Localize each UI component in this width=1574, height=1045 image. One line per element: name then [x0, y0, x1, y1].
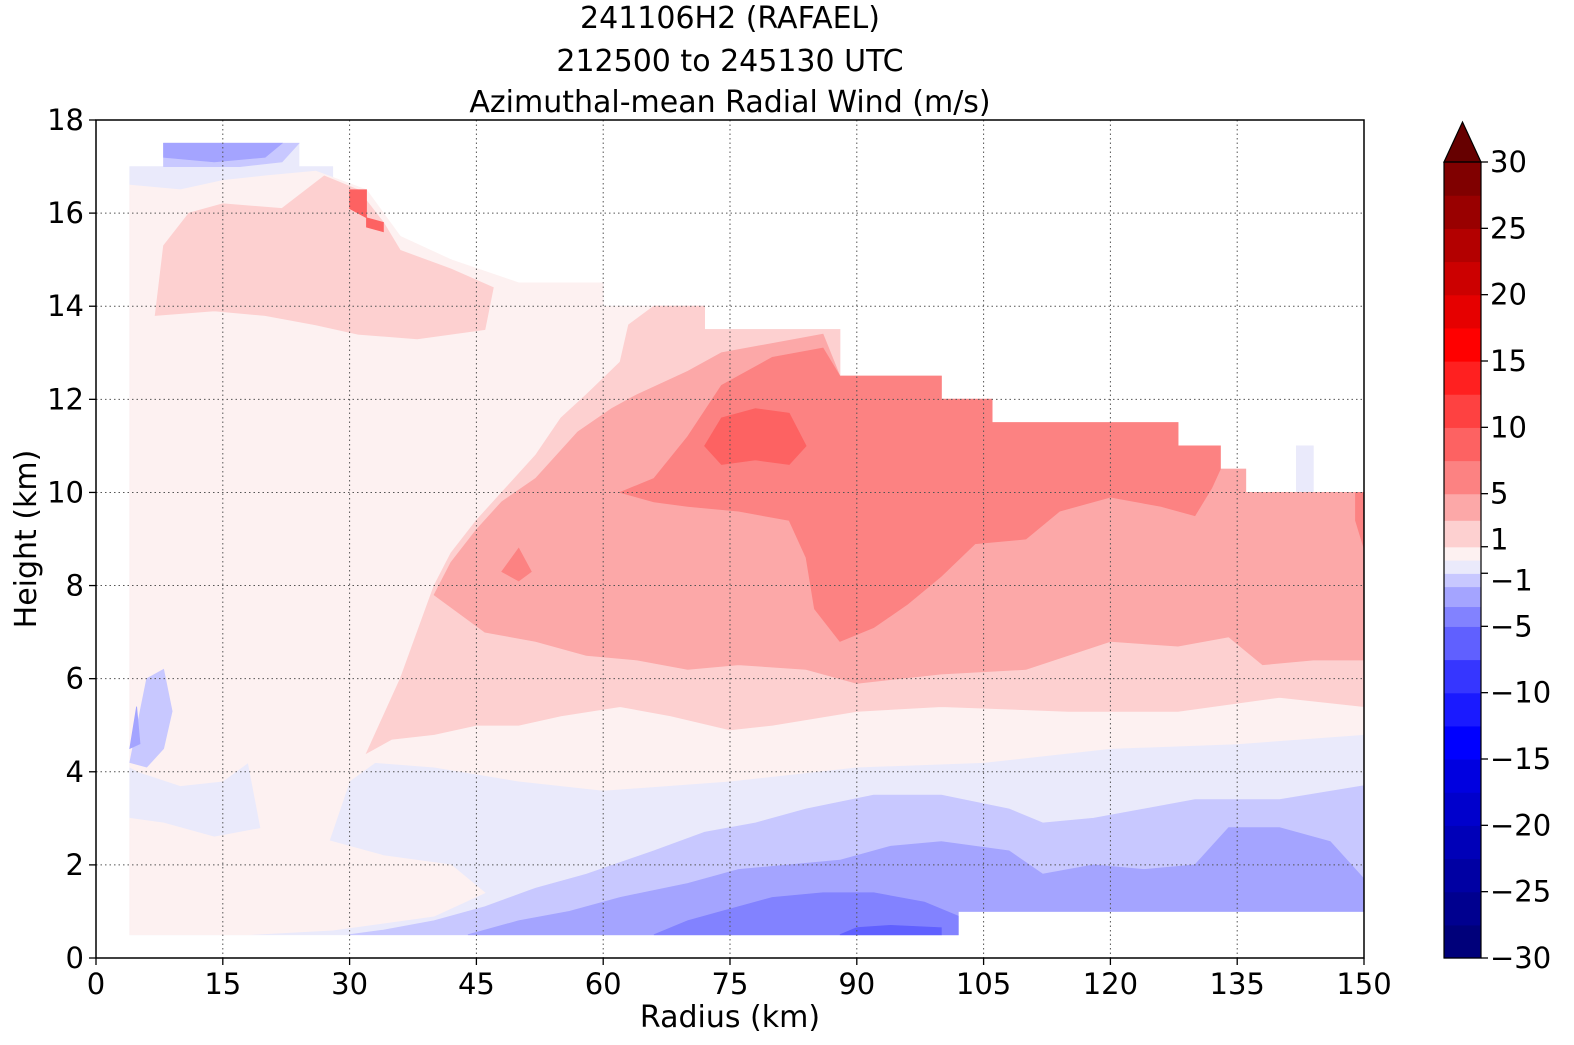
y-tick-label: 6	[66, 662, 84, 696]
x-tick-label: 150	[1336, 967, 1391, 1001]
contour-region-upper-outflow-1ms	[154, 175, 494, 340]
y-tick-label: 4	[66, 755, 84, 789]
colorbar-tick-label: −5	[1490, 609, 1533, 643]
colorbar-band	[1444, 924, 1481, 959]
colorbar-band	[1444, 759, 1481, 793]
colorbar-band	[1444, 294, 1481, 329]
colorbar-tick-label: 15	[1490, 344, 1527, 378]
colorbar-band	[1444, 725, 1481, 760]
colorbar-tick-label: 30	[1490, 145, 1527, 179]
y-tick-label: 12	[47, 382, 84, 416]
chart-title-line-3: Azimuthal-mean Radial Wind (m/s)	[469, 85, 991, 120]
x-tick-label: 90	[838, 967, 875, 1001]
colorbar-band	[1444, 586, 1481, 608]
contour-region-outflow-5ms-pocket	[501, 547, 532, 582]
y-tick-label: 0	[66, 941, 84, 975]
colorbar-tick-label: −10	[1490, 676, 1551, 710]
colorbar-band	[1444, 228, 1481, 263]
colorbar-band	[1444, 460, 1481, 495]
chart-title-line-2: 212500 to 245130 UTC	[556, 44, 904, 79]
colorbar-band	[1444, 493, 1481, 521]
x-tick-label: 135	[1210, 967, 1265, 1001]
chart-title-line-1: 241106H2 (RAFAEL)	[580, 1, 880, 36]
colorbar-tick-label: 10	[1490, 410, 1527, 444]
contour-region-low-level-inflow-5ms	[653, 892, 959, 936]
colorbar-tick-label: −1	[1490, 563, 1533, 597]
colorbar-band	[1444, 858, 1481, 893]
y-tick-label: 2	[66, 848, 84, 882]
axes: 0 15 30 45 60 75 90 105 120 135 150 0 2 4 6 8 10 12 14 16 18	[47, 103, 1392, 1001]
x-tick-label: 0	[87, 967, 105, 1001]
y-tick-label: 10	[47, 475, 84, 509]
colorbar-band	[1444, 327, 1481, 362]
colorbar-band	[1444, 825, 1481, 860]
contour-region-eye-inflow-core	[129, 706, 141, 750]
colorbar-tick-label: 1	[1490, 523, 1508, 557]
colorbar-tick-label: −25	[1490, 875, 1551, 909]
y-tick-label: 14	[47, 289, 84, 323]
colorbar-tick-label: 5	[1490, 477, 1508, 511]
y-tick-label: 18	[47, 103, 84, 137]
colorbar-tick-label: −20	[1490, 808, 1551, 842]
colorbar-band	[1444, 606, 1481, 627]
x-tick-label: 60	[585, 967, 622, 1001]
colorbar-band	[1444, 891, 1481, 926]
colorbar-band	[1444, 792, 1481, 826]
contour-region-low-level-outflow-pocket	[129, 817, 486, 936]
colorbar-tick-label: −30	[1490, 941, 1551, 975]
colorbar-tick-label: −15	[1490, 742, 1551, 776]
contour-region-low-level-inflow-core	[839, 924, 942, 936]
x-tick-label: 105	[956, 967, 1011, 1001]
y-axis-label: Height (km)	[9, 450, 44, 629]
colorbar-tick-label: 25	[1490, 211, 1527, 245]
contour-region-outflow-top-cell	[349, 189, 384, 233]
colorbar-extend-arrow	[1443, 120, 1482, 163]
colorbar-band	[1444, 560, 1481, 574]
contour-plot-area	[129, 142, 1365, 936]
x-tick-label: 30	[331, 967, 368, 1001]
colorbar-tick-label: 20	[1490, 278, 1527, 312]
colorbar-band	[1444, 573, 1481, 588]
colorbar-band	[1444, 427, 1481, 462]
colorbar-band	[1444, 626, 1481, 661]
x-tick-label: 15	[204, 967, 241, 1001]
colorbar-band	[1444, 361, 1481, 395]
y-tick-label: 16	[47, 196, 84, 230]
colorbar-band	[1444, 261, 1481, 296]
colorbar-band	[1444, 162, 1481, 196]
colorbar-band	[1444, 394, 1481, 428]
colorbar-band	[1444, 659, 1481, 694]
x-tick-label: 75	[712, 967, 749, 1001]
x-tick-label: 120	[1083, 967, 1138, 1001]
colorbar-band	[1444, 520, 1481, 548]
y-tick-label: 8	[66, 569, 84, 603]
gridlines	[96, 120, 1364, 958]
x-tick-label: 45	[458, 967, 495, 1001]
colorbar-frame	[1443, 161, 1482, 959]
x-axis-label: Radius (km)	[640, 1000, 820, 1035]
colorbar-band	[1444, 195, 1481, 229]
colorbar-band	[1444, 546, 1481, 561]
colorbar-band	[1444, 692, 1481, 727]
